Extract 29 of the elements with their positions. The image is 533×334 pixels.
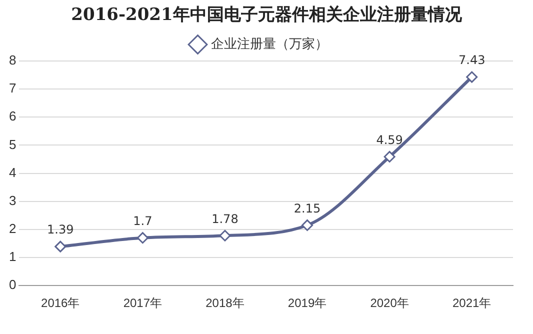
y-tick-label: 3 [8,192,16,208]
data-label: 1.7 [133,214,152,228]
x-tick-label: 2018年 [206,296,244,310]
y-tick-label: 2 [8,221,16,236]
chart-title: 2016-2021年中国电子元器件相关企业注册量情况 [70,4,463,27]
x-tick-label: 2017年 [123,296,162,310]
y-tick-label: 0 [8,277,16,292]
y-tick-label: 5 [8,136,16,152]
x-tick-label: 2021年 [452,296,492,310]
data-label: 1.78 [212,212,238,226]
x-tick-label: 2019年 [288,296,327,310]
point [384,150,396,162]
data-label: 4.59 [376,132,403,147]
legend-label: 企业注册量（万家） [210,36,328,52]
point [466,71,478,83]
data-label: 2.15 [294,201,321,216]
data-label: 1.39 [47,222,74,237]
y-tick-label: 8 [8,52,16,68]
y-tick-label: 6 [8,108,16,124]
point [219,230,231,242]
x-tick-label: 2016年 [41,296,80,310]
point [136,232,148,244]
y-tick-label: 4 [8,164,16,180]
x-tick-label: 2020年 [370,296,409,310]
data-label: 7.43 [458,53,486,68]
y-tick-label: 7 [8,80,16,96]
point [302,219,314,231]
y-tick-label: 1 [8,249,16,264]
point [54,240,66,252]
